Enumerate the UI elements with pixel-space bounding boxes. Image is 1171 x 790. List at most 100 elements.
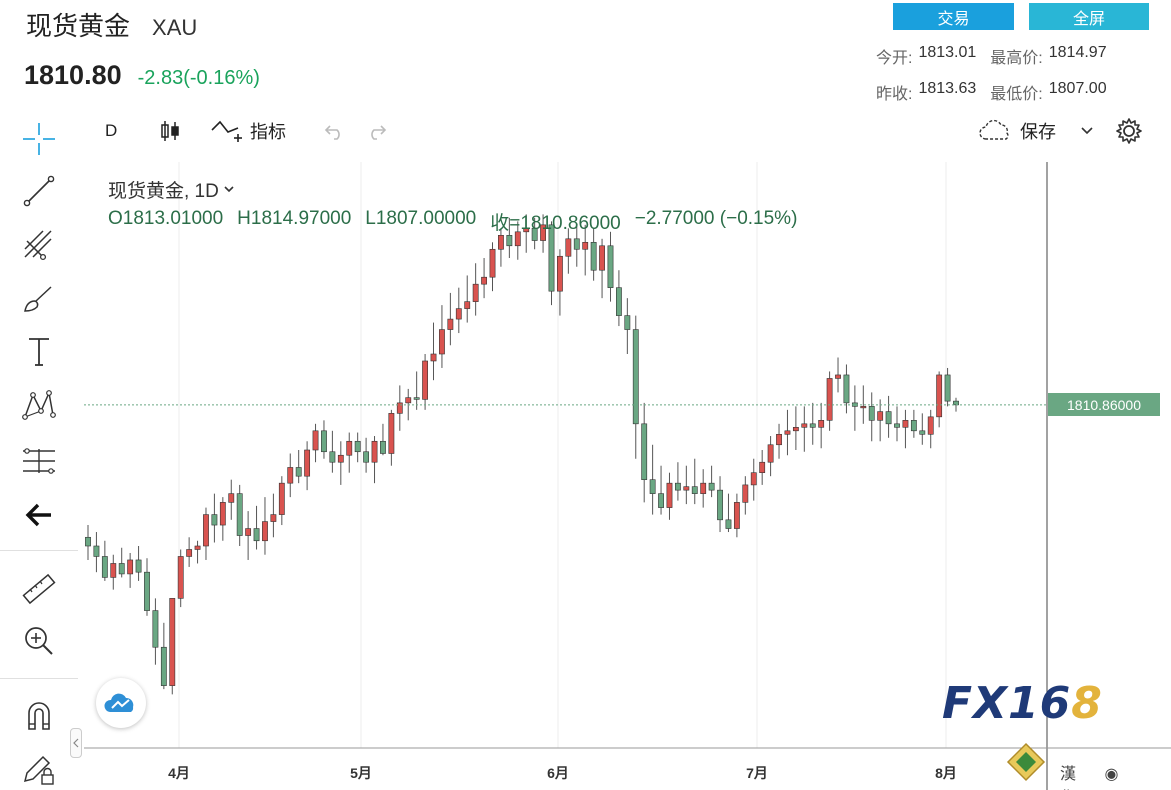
zoom-in-tool[interactable] xyxy=(18,620,60,662)
cloud-logo-icon xyxy=(104,693,134,712)
price-change: -2.83(-0.16%) xyxy=(137,67,260,89)
candle xyxy=(101,540,108,581)
candle xyxy=(245,511,252,560)
candle xyxy=(211,493,218,543)
candle xyxy=(632,315,639,459)
candle xyxy=(203,507,209,560)
candle xyxy=(346,432,353,473)
candle xyxy=(531,217,538,250)
low-label: 最低价: xyxy=(990,86,1043,103)
range-icon xyxy=(23,448,55,474)
brush-tool[interactable] xyxy=(18,278,60,320)
legend-close: 收=1810.86000 xyxy=(490,213,621,234)
stats-row-open-high: 今开: 1813.01 最高价: 1814.97 xyxy=(876,44,1115,68)
undo-button[interactable] xyxy=(324,112,346,150)
legend-high: H1814.97000 xyxy=(237,208,352,229)
candle xyxy=(253,505,260,550)
candle xyxy=(818,402,825,449)
candle xyxy=(674,462,681,501)
brush-icon xyxy=(24,286,52,312)
candle xyxy=(144,558,150,616)
candle xyxy=(219,497,226,541)
save-options-button[interactable] xyxy=(1080,112,1094,150)
crosshair-tool[interactable] xyxy=(18,118,60,160)
candle xyxy=(733,493,740,538)
candle xyxy=(885,395,892,438)
legend-low: L1807.00000 xyxy=(365,208,477,229)
candle xyxy=(792,406,799,450)
tradingview-logo-button[interactable] xyxy=(96,678,146,728)
candle xyxy=(228,479,235,520)
gear-icon xyxy=(1116,118,1142,144)
cloud-icon xyxy=(979,119,1009,140)
text-tool[interactable] xyxy=(18,330,60,372)
save-label: 保存 xyxy=(1020,122,1056,142)
settings-button[interactable] xyxy=(1114,112,1144,150)
candlestick-chart[interactable]: 4月 5月 6月 7月 8月 xyxy=(84,162,1171,790)
candle xyxy=(127,552,134,588)
candle xyxy=(464,275,471,323)
candle xyxy=(843,364,850,414)
chart-type-button[interactable] xyxy=(158,112,182,150)
price-row: 1810.80 -2.83(-0.16%) xyxy=(24,60,260,91)
save-button[interactable]: 保存 xyxy=(978,112,1056,150)
pattern-icon xyxy=(22,390,56,420)
stats-row-prev-low: 昨收: 1813.63 最低价: 1807.00 xyxy=(876,80,1115,104)
candle xyxy=(548,221,555,306)
candle xyxy=(717,476,723,533)
interval-button[interactable]: D xyxy=(105,121,118,140)
candle xyxy=(312,423,319,463)
pattern-tool[interactable] xyxy=(18,384,60,426)
low-value: 1807.00 xyxy=(1048,80,1107,97)
pitchfork-tool[interactable] xyxy=(18,224,60,266)
candle xyxy=(658,465,664,515)
candle xyxy=(498,228,504,267)
candle xyxy=(413,371,420,410)
collapse-toolbar-handle[interactable] xyxy=(70,728,82,758)
legend-symbol-interval: 现货黄金, 1D xyxy=(108,181,219,202)
candle xyxy=(160,622,167,690)
candle xyxy=(278,476,285,526)
candle xyxy=(582,224,589,276)
candle xyxy=(93,532,100,573)
toolbar-divider xyxy=(0,550,78,551)
diamond-logo-icon xyxy=(1006,742,1046,782)
chart-area[interactable]: 4月 5月 6月 7月 8月 xyxy=(84,162,1171,790)
measure-range-tool[interactable] xyxy=(18,440,60,482)
candle xyxy=(295,450,302,484)
instrument-name: 现货黄金 xyxy=(26,11,131,41)
candle xyxy=(666,472,673,520)
ruler-tool[interactable] xyxy=(18,568,60,610)
candle xyxy=(371,436,378,484)
candle xyxy=(287,453,294,498)
candle xyxy=(927,409,934,449)
candle xyxy=(135,546,142,581)
candle xyxy=(860,385,867,424)
candle xyxy=(337,441,344,485)
redo-icon xyxy=(371,125,387,140)
candle xyxy=(565,228,572,274)
high-value: 1814.97 xyxy=(1048,44,1107,61)
last-price-axis-label: 1810.86000 xyxy=(1048,393,1160,417)
candle xyxy=(557,249,563,316)
fullscreen-button[interactable]: 全屏 xyxy=(1029,3,1149,30)
trade-button[interactable]: 交易 xyxy=(893,3,1014,30)
candle xyxy=(599,238,605,299)
trend-line-tool[interactable] xyxy=(18,170,60,212)
group-watermark-text: 漢 ◉ 集 團 xyxy=(1060,766,1131,783)
candle xyxy=(169,598,176,695)
magnet-tool[interactable] xyxy=(18,694,60,736)
redo-button[interactable] xyxy=(365,112,387,150)
candle xyxy=(194,540,201,564)
candle xyxy=(607,231,614,302)
candle xyxy=(447,292,454,346)
x-tick-label: 8月 xyxy=(935,765,957,781)
candle xyxy=(363,437,370,473)
candle xyxy=(742,476,749,515)
indicators-button[interactable]: 指标 xyxy=(210,112,286,150)
candle xyxy=(85,525,91,560)
back-arrow-tool[interactable] xyxy=(18,494,60,536)
lock-drawing-tool[interactable] xyxy=(18,748,60,790)
legend-title[interactable]: 现货黄金, 1D xyxy=(108,176,235,203)
candle xyxy=(944,367,951,407)
